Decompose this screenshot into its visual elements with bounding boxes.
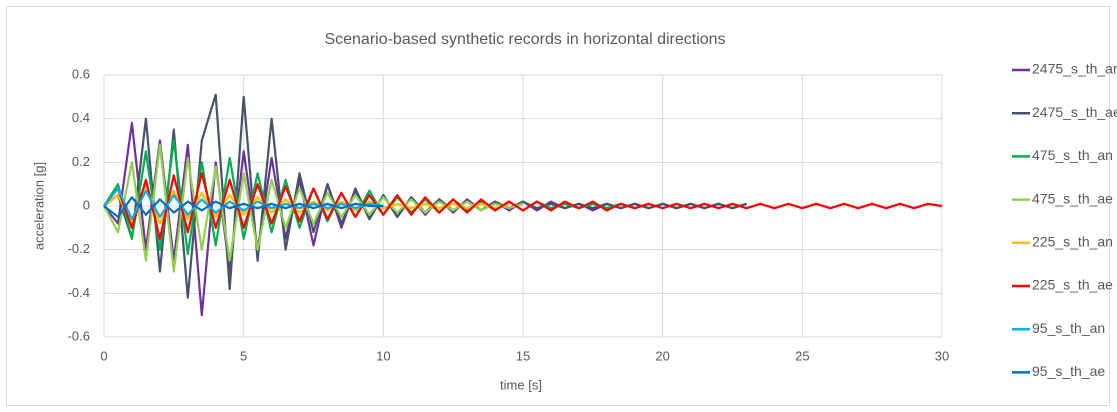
y-axis-label: acceleration [g] bbox=[31, 162, 46, 250]
series-line bbox=[103, 196, 384, 218]
y-tick-label: 0.2 bbox=[72, 154, 90, 169]
y-tick-label: 0.4 bbox=[72, 110, 90, 125]
y-tick-label: -0.6 bbox=[68, 328, 90, 343]
y-tick-label: 0.6 bbox=[72, 66, 90, 81]
legend-label: 225_s_th_ae bbox=[1032, 277, 1113, 293]
x-tick-label: 0 bbox=[100, 348, 107, 363]
x-tick-label: 10 bbox=[376, 348, 390, 363]
x-tick-label: 15 bbox=[516, 348, 530, 363]
legend-label: 475_s_th_ae bbox=[1032, 190, 1113, 206]
y-tick-label: -0.4 bbox=[68, 285, 90, 300]
legend-label: 475_s_th_an bbox=[1032, 147, 1113, 163]
x-tick-label: 25 bbox=[795, 348, 809, 363]
series-line bbox=[103, 143, 524, 273]
legend-label: 225_s_th_an bbox=[1032, 234, 1113, 250]
x-tick-label: 30 bbox=[935, 348, 949, 363]
y-tick-label: -0.2 bbox=[68, 241, 90, 256]
legend-label: 95_s_th_an bbox=[1032, 320, 1105, 336]
chart-title: Scenario-based synthetic records in hori… bbox=[324, 31, 725, 48]
legend-label: 2475_s_th_an bbox=[1032, 61, 1117, 77]
x-axis-label: time [s] bbox=[500, 377, 542, 392]
x-tick-label: 20 bbox=[655, 348, 669, 363]
legend-label: 2475_s_th_ae bbox=[1032, 104, 1117, 120]
y-tick-label: 0 bbox=[83, 197, 90, 212]
series-line bbox=[103, 172, 943, 240]
legend-label: 95_s_th_ae bbox=[1032, 363, 1105, 379]
x-tick-label: 5 bbox=[240, 348, 247, 363]
series-line bbox=[103, 187, 384, 221]
